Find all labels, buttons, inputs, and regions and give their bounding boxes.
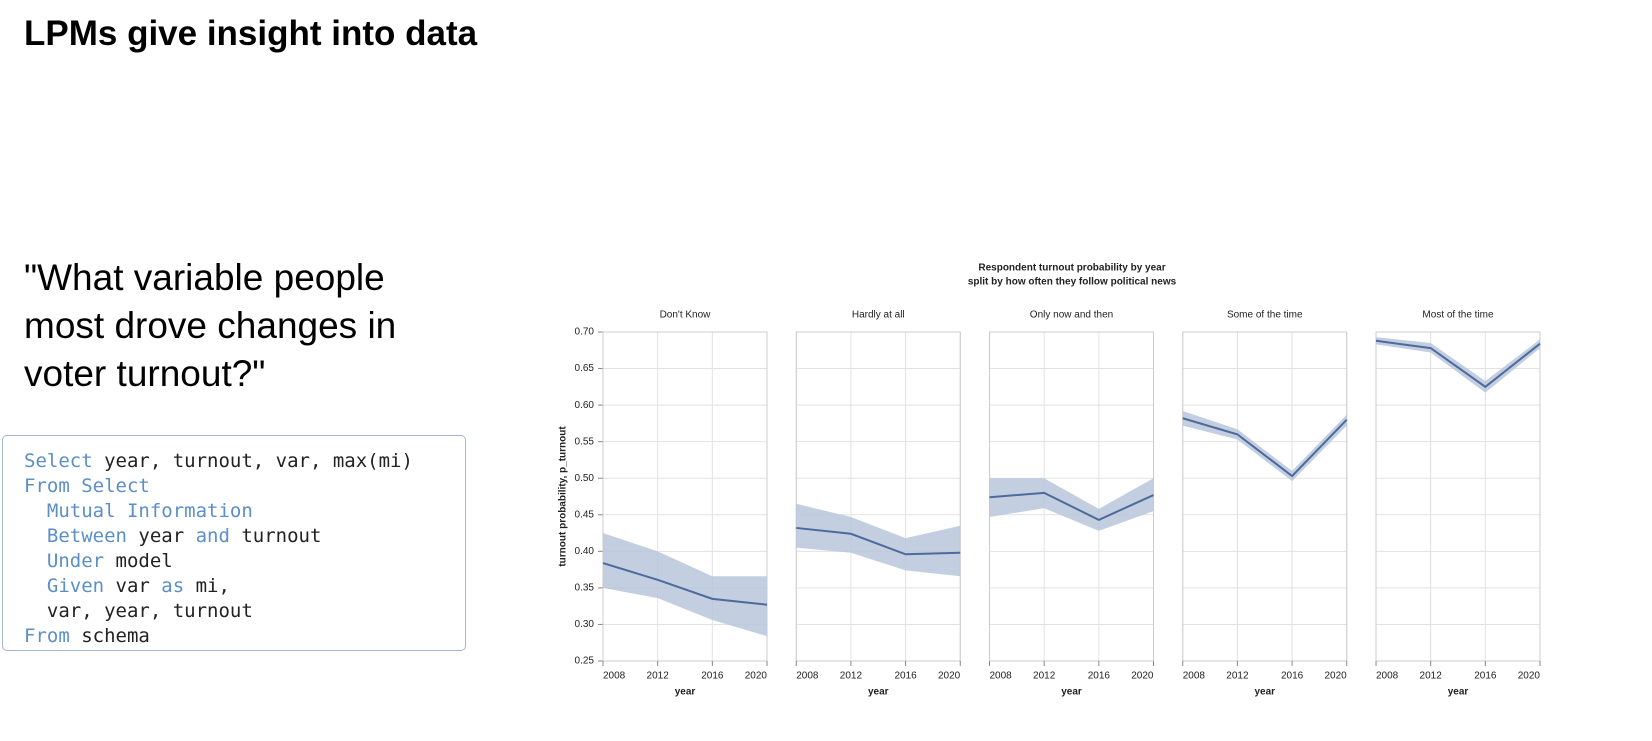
x-tick-label: 2008 [796, 671, 819, 682]
y-tick-label: 0.40 [575, 546, 595, 557]
confidence-band [1376, 337, 1540, 393]
y-tick-label: 0.35 [575, 583, 595, 594]
facet-label: Don't Know [660, 310, 712, 321]
code-text: year, turnout, var, max(mi) [92, 450, 413, 472]
y-axis-label: turnout probability, p_turnout [558, 426, 569, 567]
x-tick-label: 2016 [1474, 671, 1497, 682]
code-line: Between year and turnout [24, 524, 465, 549]
facet-label: Hardly at all [852, 310, 905, 321]
x-tick-label: 2020 [1325, 671, 1348, 682]
y-tick-label: 0.55 [575, 436, 595, 447]
x-tick-label: 2016 [1281, 671, 1304, 682]
code-text: turnout [229, 525, 322, 547]
code-text: model [104, 550, 173, 572]
line [1375, 339, 1541, 389]
code-keyword: From [24, 625, 70, 647]
slide-title: LPMs give insight into data [24, 14, 478, 53]
code-text: var, year, turnout [24, 600, 253, 622]
line [1182, 417, 1348, 478]
x-axis-label: year [1448, 687, 1469, 698]
code-keyword: Under [24, 550, 105, 572]
code-line: Mutual Information [24, 499, 465, 524]
panel-border [795, 331, 961, 662]
code-line: Under model [24, 549, 465, 574]
code-keyword: Given [24, 575, 105, 597]
code-line: var, year, turnout [24, 599, 465, 624]
x-tick-label: 2008 [990, 671, 1013, 682]
y-tick-label: 0.60 [575, 400, 595, 411]
facet-label: Most of the time [1422, 310, 1494, 321]
code-keyword: as [161, 575, 185, 597]
y-tick-label: 0.25 [575, 656, 595, 667]
code-keyword: Mutual Information [24, 500, 253, 522]
chart-title: split by how often they follow political… [968, 277, 1177, 288]
code-line: Select year, turnout, var, max(mi) [24, 449, 465, 474]
x-axis-label: year [1254, 687, 1275, 698]
x-tick-label: 2016 [894, 671, 917, 682]
x-tick-label: 2020 [1518, 671, 1541, 682]
x-tick-label: 2016 [701, 671, 724, 682]
y-tick-label: 0.45 [575, 509, 595, 520]
facet-label: Only now and then [1030, 310, 1113, 321]
code-text: var [104, 575, 162, 597]
line [989, 491, 1154, 522]
x-axis-label: year [868, 687, 889, 698]
y-tick-label: 0.65 [575, 363, 595, 374]
code-keyword: From Select [24, 475, 150, 497]
code-keyword: Between [24, 525, 127, 547]
code-text: mi, [184, 575, 230, 597]
confidence-band [603, 533, 767, 637]
x-axis-label: year [675, 687, 696, 698]
code-keyword: Select [24, 450, 93, 472]
panel-border [1375, 331, 1541, 662]
code-text: year [126, 525, 196, 547]
x-tick-label: 2012 [840, 671, 863, 682]
code-line: From Select [24, 474, 465, 499]
x-tick-label: 2008 [603, 671, 626, 682]
line [796, 526, 961, 556]
question: "What variable people most drove changes… [24, 257, 397, 394]
code-keyword: and [195, 525, 230, 547]
confidence-band [989, 478, 1154, 531]
x-tick-label: 2012 [1226, 671, 1249, 682]
x-tick-label: 2016 [1088, 671, 1111, 682]
x-axis-label: year [1061, 687, 1082, 698]
x-tick-label: 2020 [745, 671, 768, 682]
code-line: From schema [24, 624, 465, 649]
chart-title: Respondent turnout probability by year [978, 263, 1165, 274]
x-tick-label: 2008 [1183, 671, 1206, 682]
panel-border [602, 331, 768, 662]
x-tick-label: 2012 [1033, 671, 1056, 682]
code-block: Select year, turnout, var, max(mi) From S… [2, 435, 466, 651]
y-tick-label: 0.30 [575, 619, 595, 630]
code-text: schema [69, 625, 150, 647]
x-tick-label: 2012 [647, 671, 670, 682]
line [602, 562, 768, 606]
confidence-band [796, 503, 961, 577]
facet-label: Some of the time [1227, 310, 1303, 321]
x-tick-label: 2012 [1420, 671, 1443, 682]
x-tick-label: 2008 [1376, 671, 1399, 682]
code-line: Given var as mi, [24, 574, 465, 599]
panel-border [1182, 331, 1348, 662]
x-tick-label: 2020 [938, 671, 961, 682]
confidence-band [1182, 410, 1347, 482]
y-tick-label: 0.50 [575, 473, 595, 484]
y-tick-label: 0.70 [575, 327, 595, 338]
x-tick-label: 2020 [1131, 671, 1154, 682]
